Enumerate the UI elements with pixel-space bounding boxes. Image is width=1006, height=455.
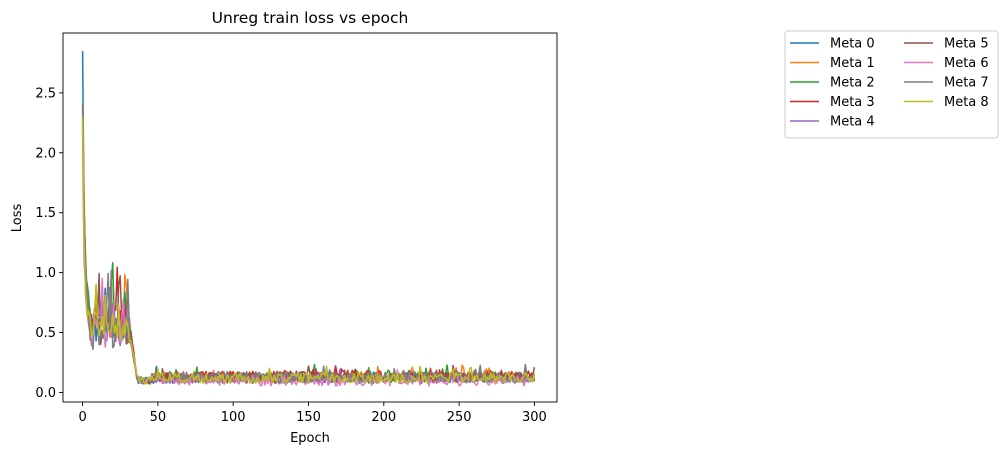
y-axis: 0.0 0.5 1.0 1.5 2.0 2.5	[35, 86, 63, 401]
legend-label: Meta 8	[944, 95, 989, 110]
y-tick-label: 1.0	[35, 266, 56, 281]
legend-label: Meta 3	[830, 95, 875, 110]
legend-label: Meta 6	[944, 56, 989, 71]
legend-label: Meta 2	[830, 76, 875, 91]
series-line-meta-0	[81, 50, 536, 385]
legend-box	[784, 30, 999, 139]
x-tick-label: 200	[371, 410, 396, 425]
legend-label: Meta 5	[944, 37, 989, 52]
x-tick-label: 150	[296, 410, 321, 425]
legend-label: Meta 0	[830, 37, 875, 52]
series-line-meta-2	[81, 110, 536, 385]
series-line-meta-6	[81, 152, 536, 387]
legend: Meta 0 Meta 1 Meta 2 Meta 3 Meta 4 Meta 5 Meta…	[784, 30, 999, 139]
y-tick-label: 0.5	[35, 326, 56, 341]
x-tick-label: 250	[447, 410, 472, 425]
x-axis-label: Epoch	[290, 431, 330, 446]
legend-label: Meta 1	[830, 56, 875, 71]
x-tick-label: 0	[78, 410, 86, 425]
legend-label: Meta 7	[944, 76, 989, 91]
x-tick-label: 50	[150, 410, 167, 425]
plot-frame	[62, 32, 558, 403]
y-tick-label: 0.0	[35, 386, 56, 401]
chart-title: Unreg train loss vs epoch	[212, 9, 409, 27]
y-tick-label: 2.5	[35, 86, 56, 101]
x-tick-label: 300	[522, 410, 547, 425]
y-axis-label: Loss	[10, 204, 25, 233]
y-tick-label: 2.0	[35, 146, 56, 161]
series-line-meta-4	[81, 128, 536, 385]
series-line-meta-5	[81, 122, 536, 385]
series-line-meta-8	[81, 116, 536, 385]
x-axis: 0 50 100 150 200 250 300	[78, 402, 547, 425]
series-line-meta-1	[81, 104, 536, 385]
y-tick-label: 1.5	[35, 206, 56, 221]
series-line-meta-3	[81, 116, 536, 384]
x-tick-label: 100	[221, 410, 246, 425]
series-line-meta-7	[81, 102, 535, 384]
legend-label: Meta 4	[830, 115, 875, 130]
